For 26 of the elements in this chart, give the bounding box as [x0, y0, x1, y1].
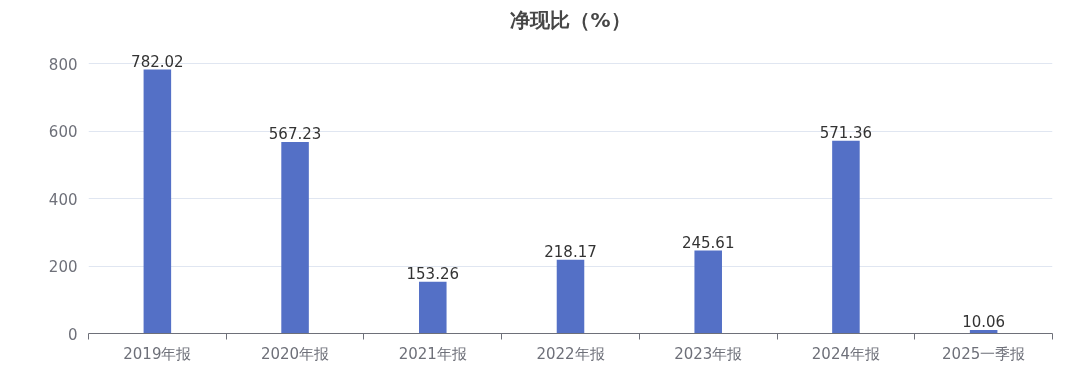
- data-label: 571.36: [819, 123, 873, 142]
- y-tick-label: 0: [67, 325, 78, 344]
- data-label: 782.02: [131, 52, 184, 71]
- data-label: 10.06: [962, 313, 1006, 332]
- x-tick-label: 2020年报: [260, 344, 330, 363]
- data-label: 218.17: [544, 242, 597, 261]
- data-label: 567.23: [268, 125, 322, 144]
- y-tick-label: 800: [48, 55, 78, 74]
- x-tick-label: 2022年报: [536, 344, 605, 363]
- data-label: 245.61: [681, 233, 735, 252]
- bar: [694, 250, 722, 334]
- bar: [832, 140, 860, 334]
- y-tick-label: 200: [48, 258, 78, 276]
- x-tick-label: 2019年报: [123, 344, 192, 363]
- y-tick-label: 600: [48, 123, 78, 141]
- chart-title: 净现比（%）: [510, 7, 631, 32]
- y-tick-label: 400: [48, 190, 78, 209]
- x-tick-label: 2025一季报: [942, 344, 1026, 363]
- bar: [419, 281, 447, 334]
- bar: [143, 69, 172, 334]
- data-label: 153.26: [406, 264, 460, 283]
- x-tick-label: 2024年报: [811, 344, 881, 363]
- bar: [556, 259, 585, 334]
- bar: [281, 142, 309, 334]
- x-tick-label: 2021年报: [398, 344, 467, 363]
- x-tick-label: 2023年报: [674, 344, 743, 363]
